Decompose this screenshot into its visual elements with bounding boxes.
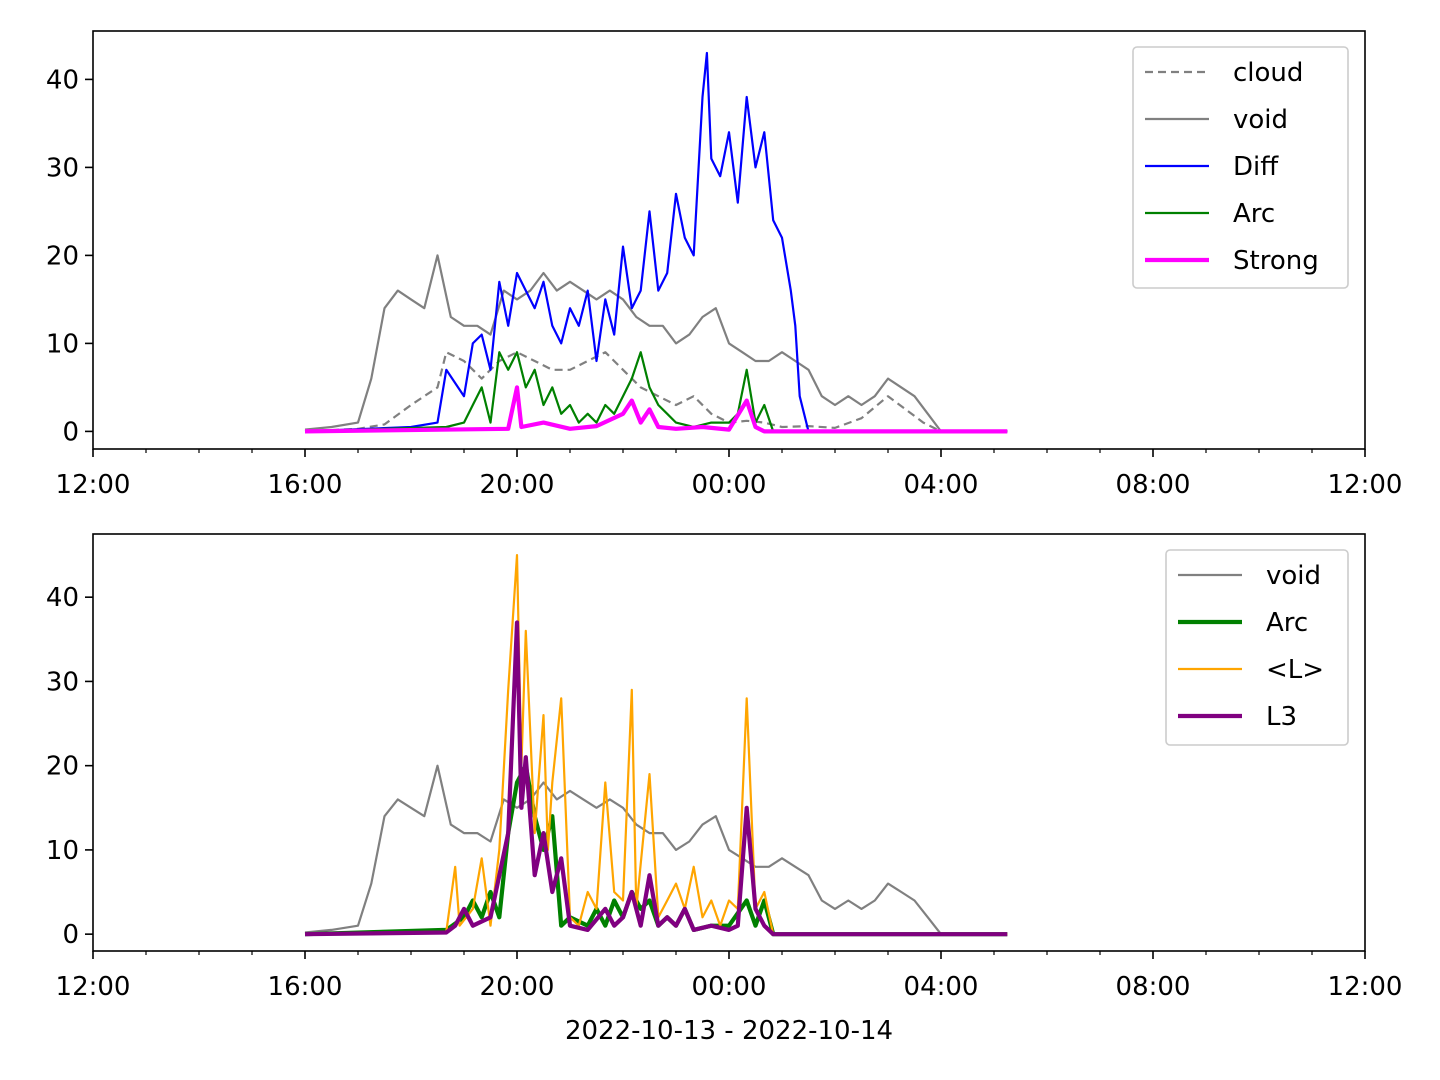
legend-box xyxy=(1132,46,1349,289)
top-chart-panel: 0 10 20 30 40 12:00 16:00 20:00 00:00 04:00 08:00 1… xyxy=(46,30,1403,500)
legend-label: void xyxy=(1266,561,1321,591)
x-tick-label: 08:00 xyxy=(1116,470,1191,500)
legend-label: Strong xyxy=(1233,246,1319,276)
series-line-4 xyxy=(304,385,1008,434)
x-tick-label: 12:00 xyxy=(56,972,131,1002)
legend: cloud void Diff Arc Strong xyxy=(1132,46,1349,289)
series-line-0 xyxy=(304,351,1008,433)
legend-label: Diff xyxy=(1233,152,1279,182)
legend-label: Arc xyxy=(1233,199,1275,229)
x-tick-label: 20:00 xyxy=(480,470,555,500)
y-tick-label: 40 xyxy=(46,583,79,613)
y-tick-label: 20 xyxy=(46,752,79,782)
x-tick-label: 08:00 xyxy=(1116,972,1191,1002)
x-tick-label: 12:00 xyxy=(56,470,131,500)
x-tick-label: 00:00 xyxy=(692,972,767,1002)
bottom-chart-panel: 0 10 20 30 40 12:00 16:00 20:00 00:00 04:00 08:00 1… xyxy=(46,533,1403,1002)
y-tick-label: 0 xyxy=(62,417,79,447)
y-tick-label: 10 xyxy=(46,836,79,866)
series-line-2 xyxy=(304,554,1008,936)
plot-area xyxy=(304,554,1008,937)
y-tick-label: 20 xyxy=(46,241,79,271)
x-tick-label: 04:00 xyxy=(904,470,979,500)
legend-label: void xyxy=(1233,105,1288,135)
x-tick-label: 04:00 xyxy=(904,972,979,1002)
series-line-3 xyxy=(304,620,1008,937)
legend-label: <L> xyxy=(1266,655,1324,685)
legend-label: cloud xyxy=(1233,58,1303,88)
series-line-2 xyxy=(304,51,1008,433)
legend-label: L3 xyxy=(1266,702,1297,732)
legend-label: Arc xyxy=(1266,608,1308,638)
x-tick-label: 20:00 xyxy=(480,972,555,1002)
y-tick-label: 0 xyxy=(62,920,79,950)
x-tick-label: 12:00 xyxy=(1328,470,1403,500)
y-tick-label: 30 xyxy=(46,153,79,183)
x-tick-label: 00:00 xyxy=(692,470,767,500)
series-line-0 xyxy=(304,764,1008,936)
y-tick-label: 40 xyxy=(46,65,79,95)
y-tick-label: 10 xyxy=(46,329,79,359)
legend-box xyxy=(1165,549,1349,746)
legend: void Arc <L> L3 xyxy=(1165,549,1349,746)
x-tick-label: 12:00 xyxy=(1328,972,1403,1002)
y-tick-label: 30 xyxy=(46,667,79,697)
x-tick-label: 16:00 xyxy=(268,972,343,1002)
x-axis-label: 2022-10-13 - 2022-10-14 xyxy=(565,1016,893,1046)
plot-area xyxy=(304,51,1008,434)
x-tick-label: 16:00 xyxy=(268,470,343,500)
series-line-1 xyxy=(304,254,1008,433)
series-line-3 xyxy=(304,351,1008,433)
